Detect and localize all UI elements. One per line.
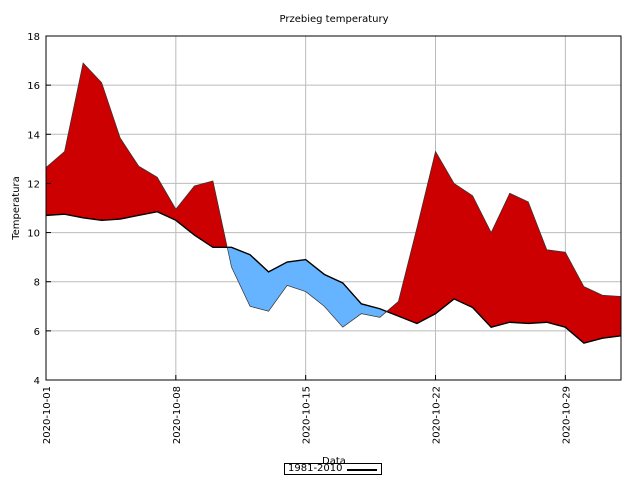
normal-1981-2010-line [45, 210, 622, 344]
x-tick-label: 2020-10-22 [432, 386, 443, 444]
y-tick-label: 4 [34, 376, 40, 387]
y-tick-label: 8 [34, 278, 40, 289]
legend-label: 1981-2010 [288, 463, 343, 474]
y-tick-label: 6 [34, 327, 40, 338]
observed-temperature-line [45, 62, 622, 328]
chart-title: Przebieg temperatury [279, 14, 388, 25]
x-axis-label: Data [322, 456, 346, 467]
x-tick-label: 2020-10-08 [172, 386, 183, 444]
y-tick-label: 10 [27, 229, 40, 240]
series-lines [45, 62, 622, 344]
y-tick-label: 16 [27, 81, 40, 92]
plot-frame [45, 35, 622, 381]
y-axis-label: Temperatura [11, 176, 22, 241]
x-axis-ticks: 2020-10-01 2020-10-08 2020-10-15 2020-10-22… [42, 375, 572, 444]
y-tick-label: 18 [27, 32, 40, 43]
warmer-fill-area [386, 151, 621, 344]
x-tick-label: 2020-10-15 [302, 386, 313, 444]
fill-areas [46, 63, 621, 344]
legend: 1981-2010 [284, 463, 382, 475]
x-tick-label: 2020-10-29 [561, 386, 572, 444]
legend-line-swatch [347, 469, 377, 471]
y-tick-label: 14 [27, 130, 40, 141]
x-tick-label: 2020-10-01 [42, 386, 53, 444]
y-tick-label: 12 [27, 179, 40, 190]
colder-fill-area [227, 247, 387, 328]
y-axis-ticks: 4 6 8 10 12 14 16 18 [27, 32, 51, 387]
warmer-fill-area [46, 63, 228, 248]
